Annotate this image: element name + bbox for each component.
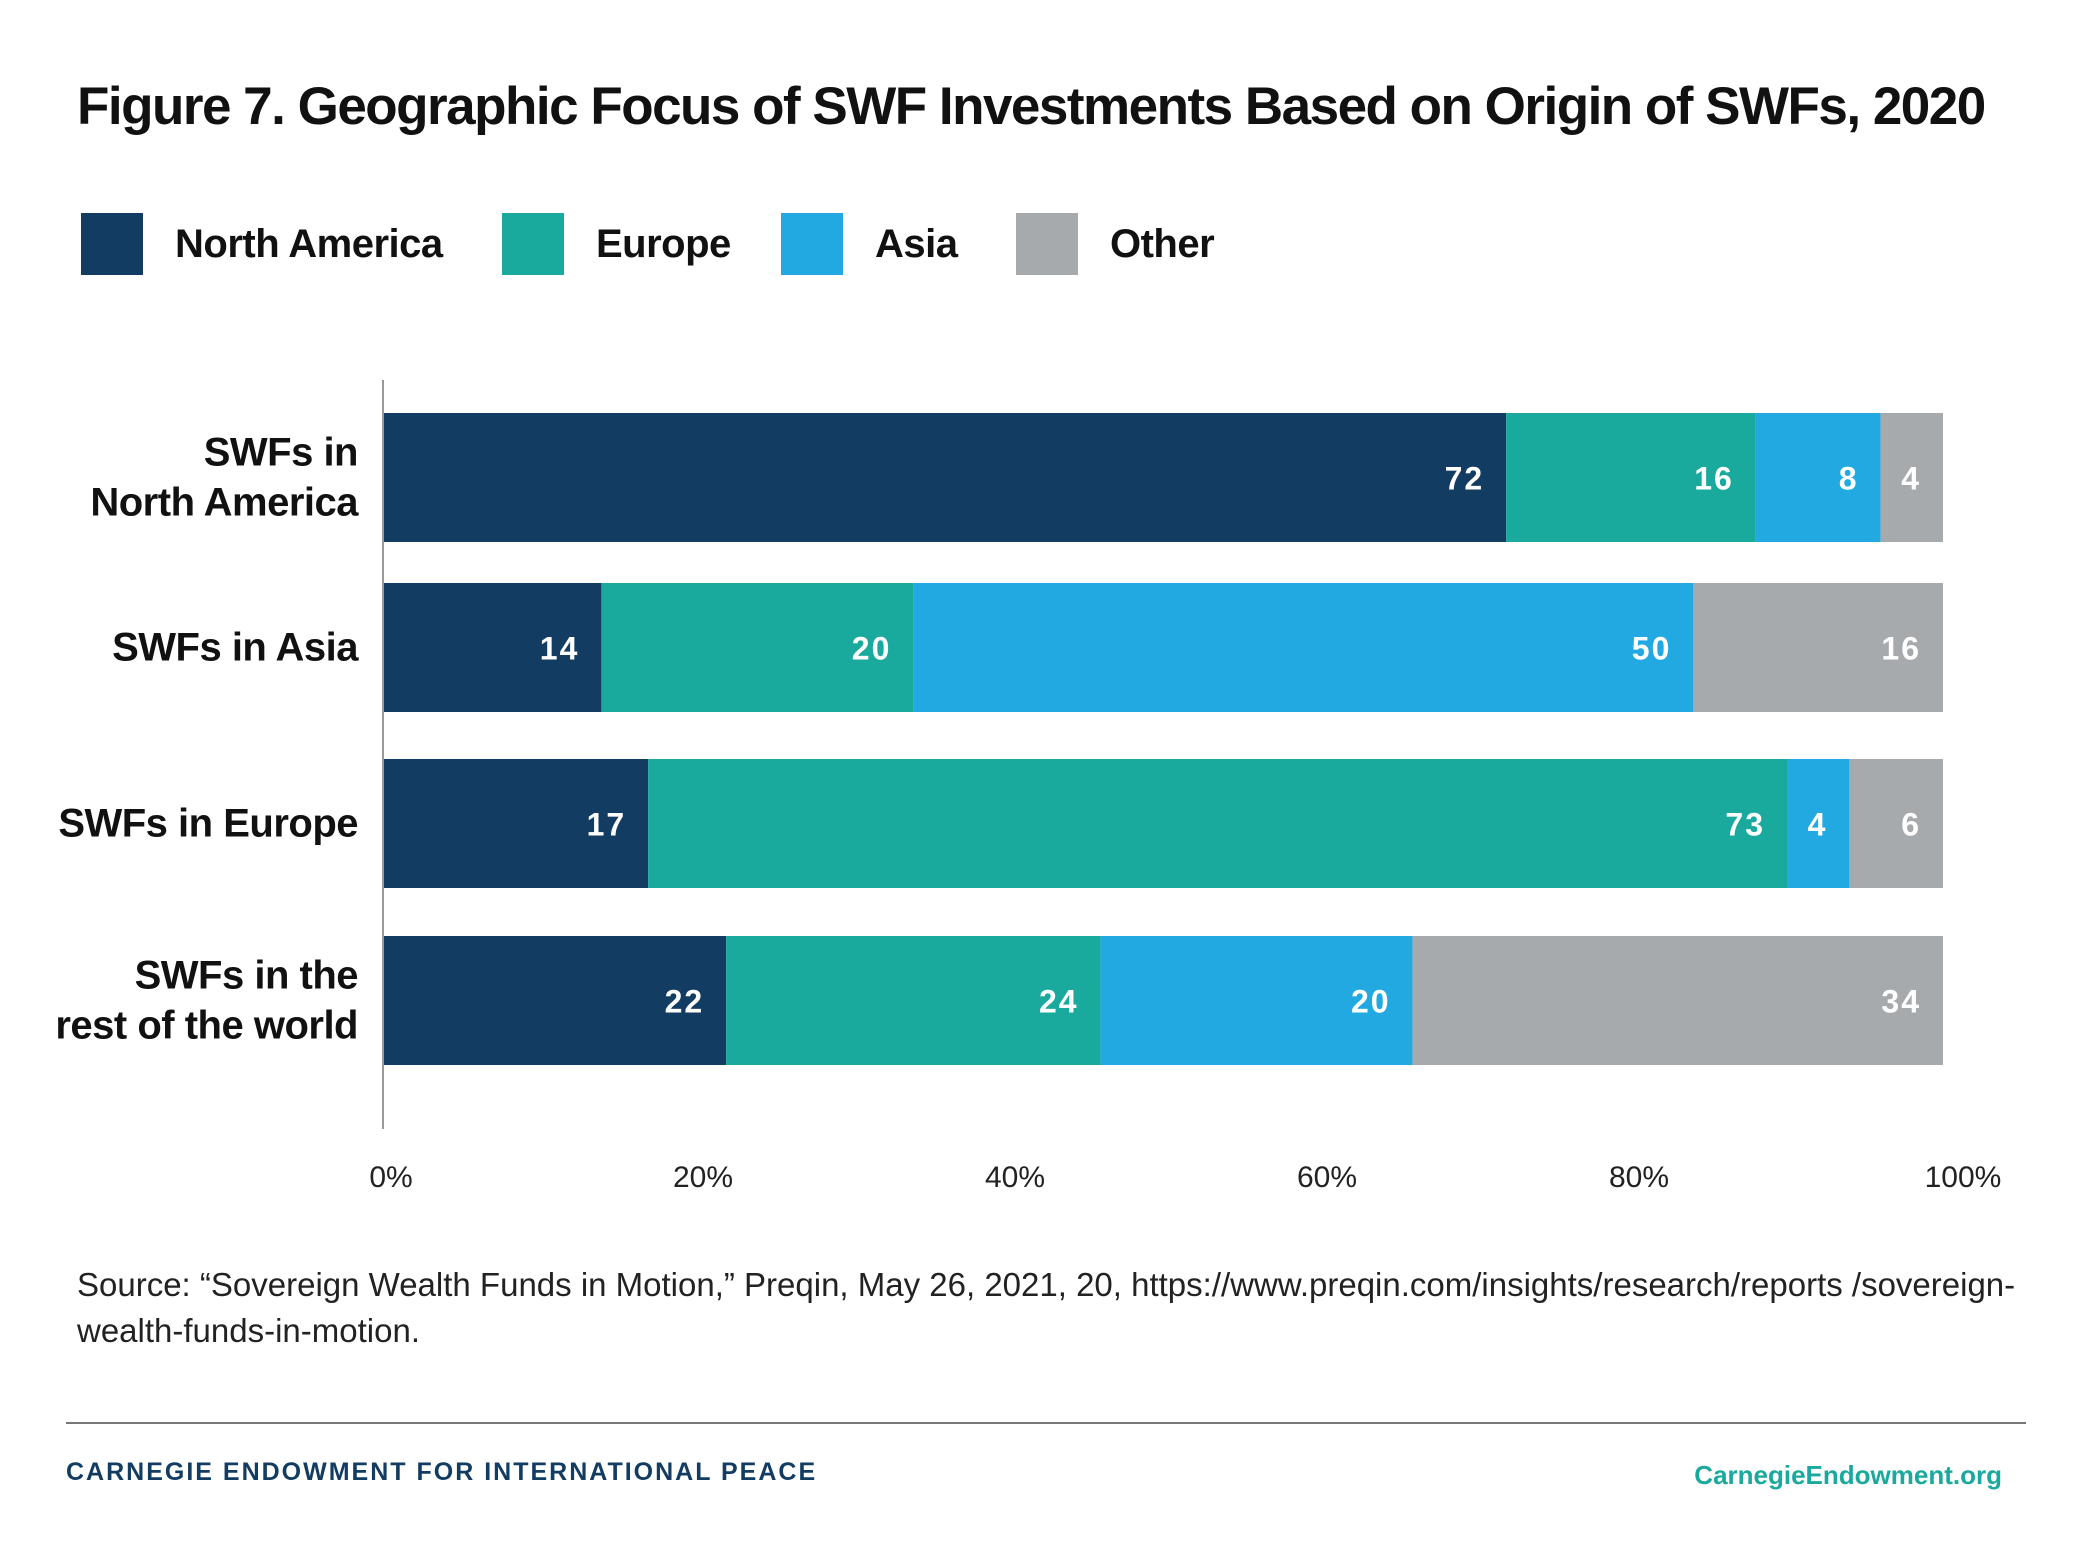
x-tick-label: 40%: [985, 1161, 1045, 1194]
bar-segment: [726, 936, 1101, 1065]
data-label: 73: [1725, 807, 1765, 843]
legend-item: Europe: [502, 213, 731, 275]
legend-label: North America: [175, 221, 443, 266]
data-label: 4: [1901, 461, 1921, 497]
category-label: SWFs in Europe: [58, 802, 358, 846]
legend-swatch: [1016, 213, 1078, 275]
legend-label: Europe: [596, 221, 731, 266]
category-label: SWFs in: [204, 431, 358, 475]
source-note: Source: “Sovereign Wealth Funds in Motio…: [77, 1266, 2016, 1349]
legend-label: Asia: [875, 221, 958, 266]
data-label: 34: [1881, 984, 1921, 1020]
data-label: 20: [1351, 984, 1391, 1020]
category-label: SWFs in the: [135, 954, 358, 998]
bar-segment: [1880, 413, 1943, 542]
bar-segment: [1693, 583, 1943, 712]
legend-swatch: [502, 213, 564, 275]
data-label: 20: [852, 631, 892, 667]
data-label: 8: [1839, 461, 1859, 497]
legend-item: Asia: [781, 213, 958, 275]
bar-segment: [1787, 759, 1850, 888]
footer-divider: [66, 1422, 2026, 1424]
category-label: rest of the world: [55, 1004, 358, 1048]
chart-title: Figure 7. Geographic Focus of SWF Invest…: [77, 77, 1986, 136]
data-label: 4: [1808, 807, 1828, 843]
x-tick-label: 0%: [369, 1161, 412, 1194]
data-label: 17: [587, 807, 627, 843]
category-label: SWFs in Asia: [112, 626, 359, 670]
x-tick-label: 20%: [673, 1161, 733, 1194]
footer-organization: CARNEGIE ENDOWMENT FOR INTERNATIONAL PEA…: [66, 1458, 818, 1486]
x-tick-label: 80%: [1609, 1161, 1669, 1194]
bar-segment: [383, 583, 602, 712]
data-label: 50: [1632, 631, 1672, 667]
x-tick-label: 100%: [1925, 1161, 2002, 1194]
data-label: 6: [1901, 807, 1921, 843]
data-label: 72: [1445, 461, 1485, 497]
bar-segment: [1849, 759, 1943, 888]
data-label: 14: [540, 631, 580, 667]
bar-segment: [1100, 936, 1413, 1065]
bar-segment: [383, 413, 1507, 542]
data-label: 16: [1694, 461, 1734, 497]
bar-segment: [383, 936, 727, 1065]
legend-item: Other: [1016, 213, 1215, 275]
legend-label: Other: [1110, 221, 1215, 266]
bar-segment: [1412, 936, 1943, 1065]
data-label: 16: [1881, 631, 1921, 667]
bar-segment: [648, 759, 1788, 888]
bar-segment: [913, 583, 1694, 712]
data-label: 24: [1039, 984, 1079, 1020]
category-label: North America: [90, 481, 359, 525]
data-label: 22: [665, 984, 705, 1020]
footer-website[interactable]: CarnegieEndowment.org: [1694, 1460, 2002, 1490]
legend-swatch: [81, 213, 143, 275]
bar-segment: [1755, 413, 1881, 542]
bar-segment: [1506, 413, 1756, 542]
legend-item: North America: [81, 213, 443, 275]
legend-swatch: [781, 213, 843, 275]
x-tick-label: 60%: [1297, 1161, 1357, 1194]
bar-segment: [383, 759, 649, 888]
bar-segment: [601, 583, 914, 712]
